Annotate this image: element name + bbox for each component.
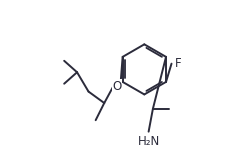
- Text: H₂N: H₂N: [138, 135, 160, 147]
- Text: O: O: [112, 80, 122, 93]
- Text: F: F: [175, 57, 182, 70]
